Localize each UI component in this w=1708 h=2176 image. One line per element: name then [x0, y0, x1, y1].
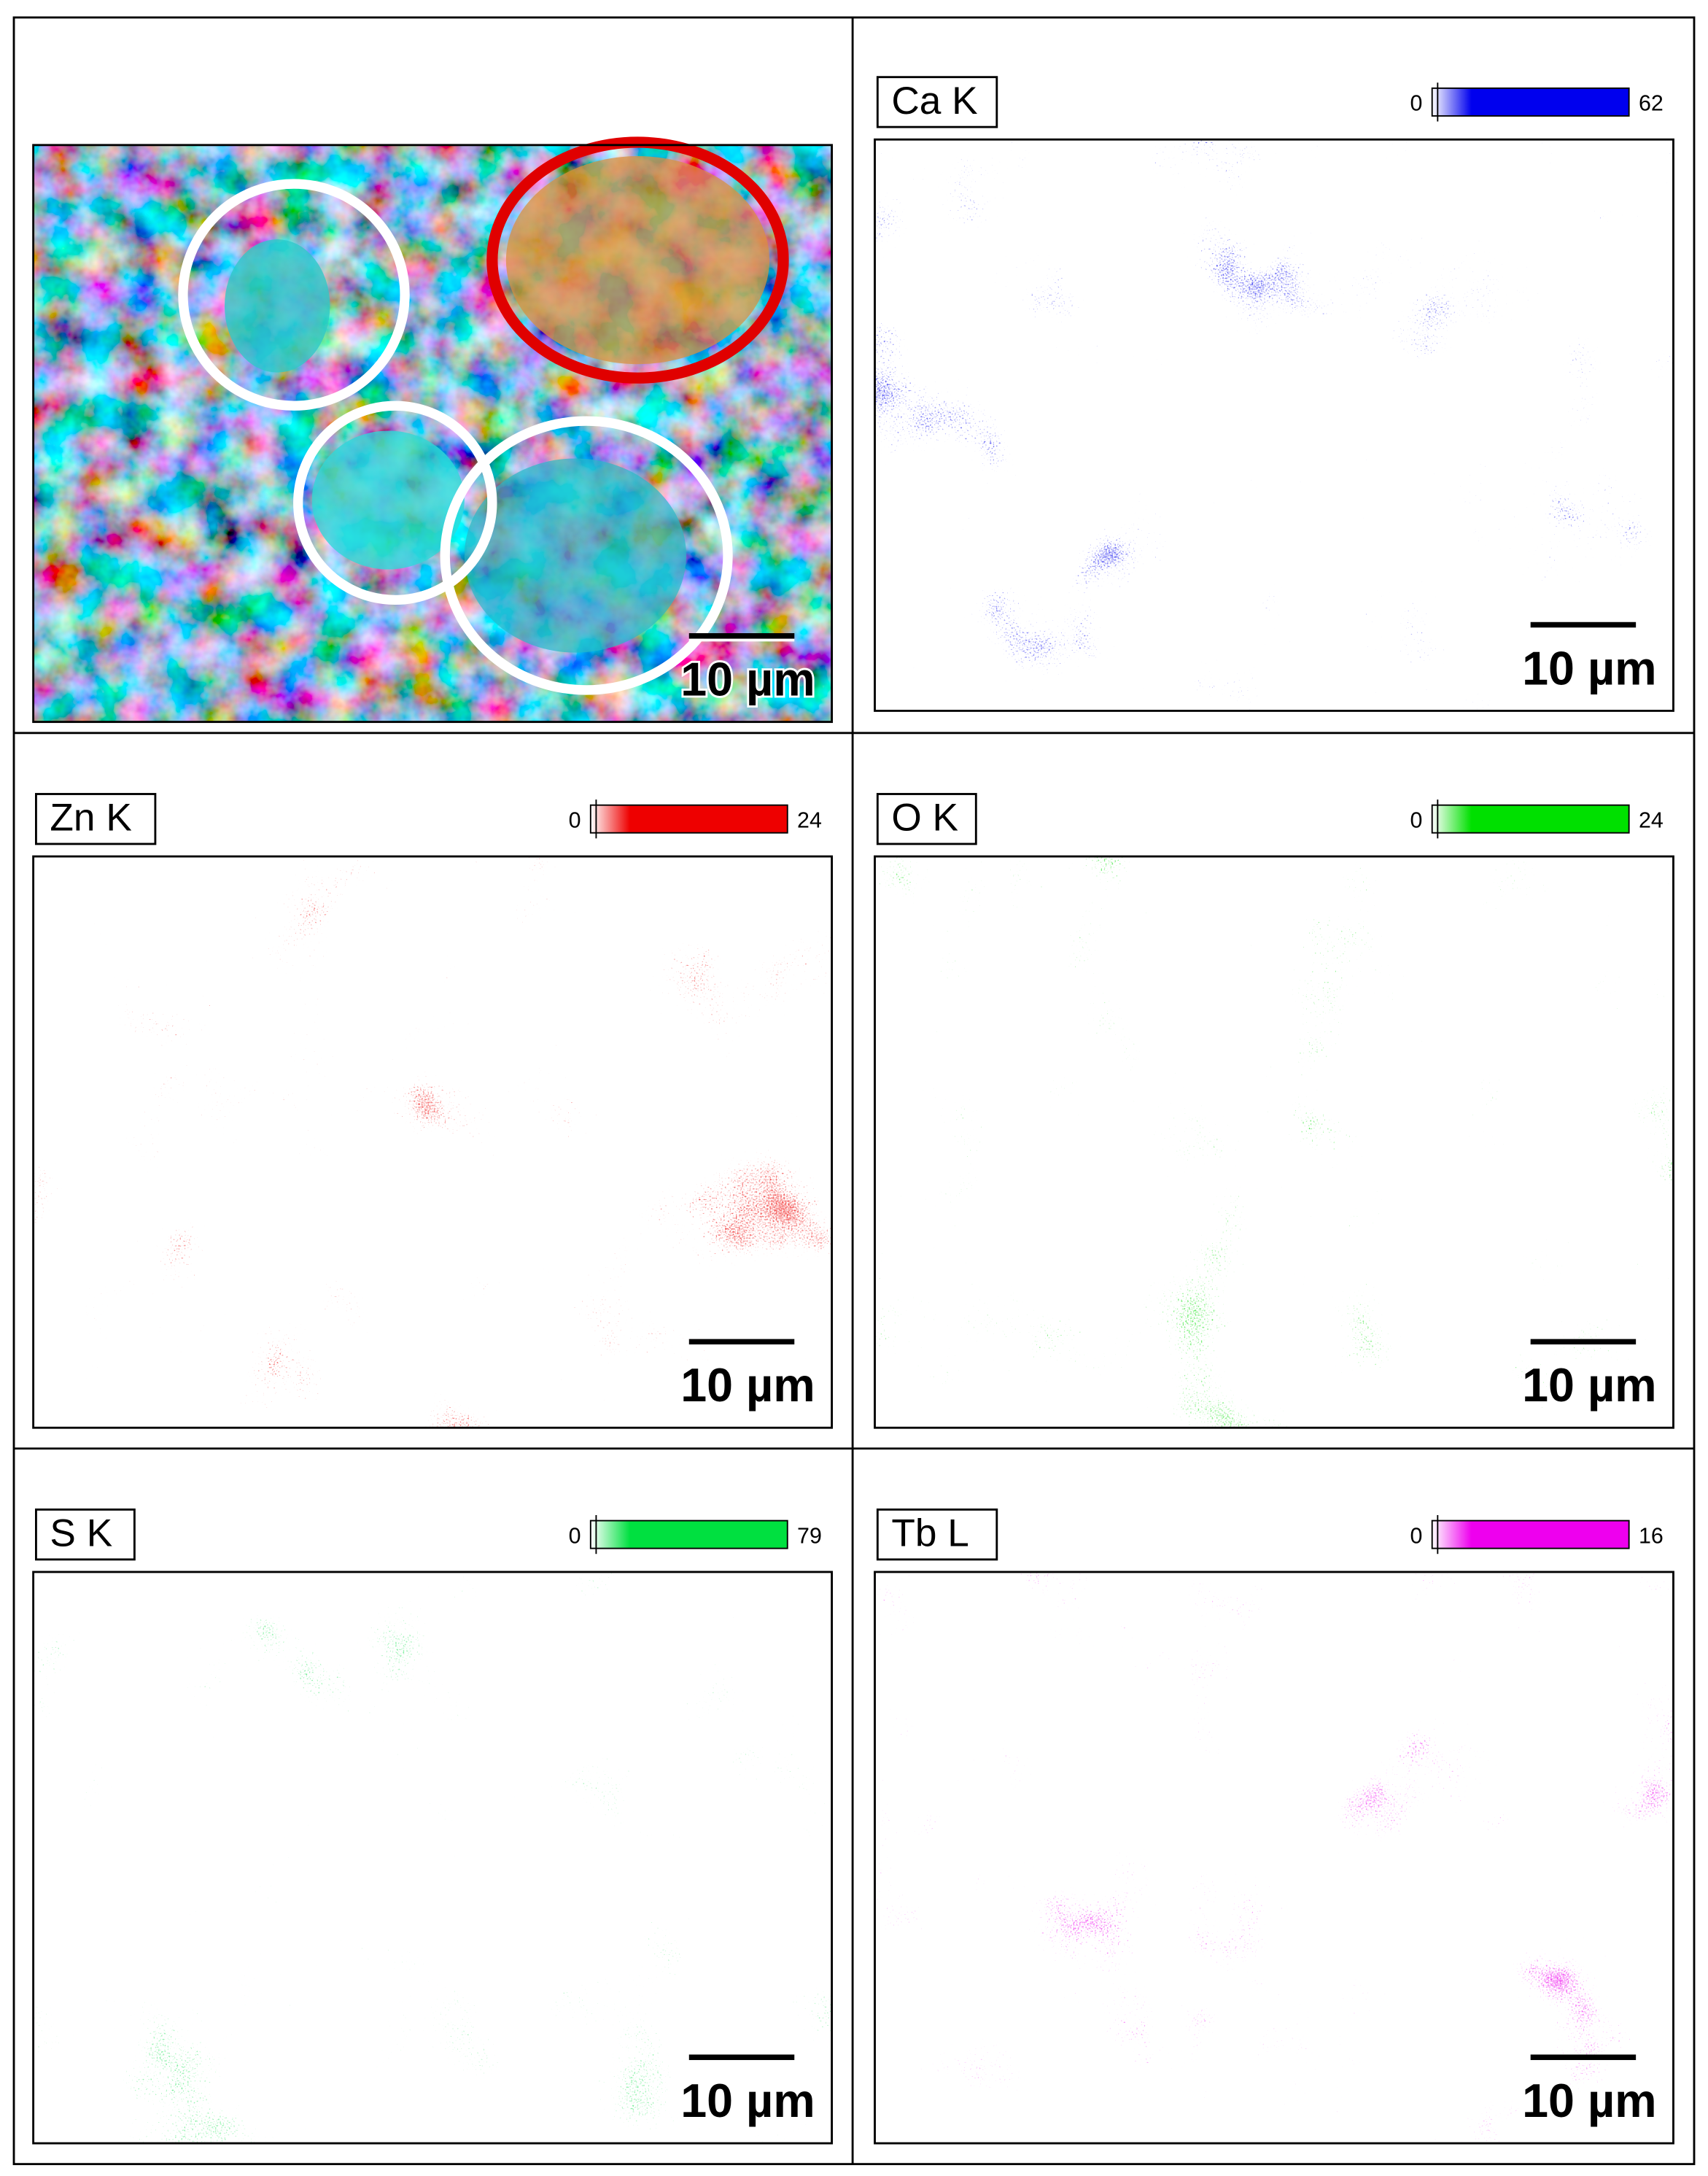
color-bar	[589, 1519, 788, 1549]
label-box	[34, 1508, 136, 1561]
scale-bar-label: 10 µm	[680, 1358, 815, 1412]
scale-max: 16	[1639, 1523, 1664, 1548]
scale-bar-label: 10 µm	[1522, 641, 1657, 694]
scale-max: 79	[797, 1523, 822, 1548]
map-label: S K	[50, 1512, 112, 1555]
map-signal	[874, 139, 1674, 711]
scale-bar-label: 10 µm	[1522, 2074, 1657, 2127]
scale-min: 0	[1410, 808, 1422, 833]
element-map	[32, 1571, 834, 2145]
composite-map	[32, 136, 834, 724]
map-border	[874, 855, 1674, 1429]
map-border	[874, 138, 1674, 712]
map-border	[32, 855, 834, 1429]
element-map	[32, 855, 834, 1429]
map-label: O K	[891, 797, 958, 840]
scale-max: 24	[797, 808, 822, 833]
scale-min: 0	[1410, 91, 1422, 116]
scale-min: 0	[569, 1523, 581, 1548]
map-border	[874, 1571, 1674, 2145]
label-box	[876, 793, 977, 845]
label-box	[876, 1508, 998, 1561]
map-border	[32, 1571, 834, 2145]
map-signal	[33, 856, 832, 1428]
map-label: Tb L	[891, 1512, 969, 1555]
scale-min: 0	[569, 808, 581, 833]
scale-bar-label: 10 µm	[680, 652, 815, 705]
scale-max: 24	[1639, 808, 1664, 833]
map-signal	[33, 1571, 832, 2144]
label-box	[876, 76, 998, 128]
label-box	[34, 793, 157, 845]
element-map	[874, 138, 1674, 712]
color-bar	[589, 804, 788, 834]
color-bar	[1431, 1519, 1630, 1549]
element-map	[874, 1571, 1674, 2145]
color-bar	[1431, 804, 1630, 834]
scale-bar-label: 10 µm	[680, 2074, 815, 2127]
frame	[12, 16, 1696, 2166]
map-label: Zn K	[50, 797, 131, 840]
map-signal	[874, 856, 1674, 1428]
map-signal	[874, 1571, 1674, 2144]
scale-bar-label: 10 µm	[1522, 1358, 1657, 1412]
color-bar	[1431, 87, 1630, 117]
scale-min: 0	[1410, 1523, 1422, 1548]
element-map	[874, 855, 1674, 1429]
scale-max: 62	[1639, 91, 1664, 116]
map-label: Ca K	[891, 80, 977, 123]
